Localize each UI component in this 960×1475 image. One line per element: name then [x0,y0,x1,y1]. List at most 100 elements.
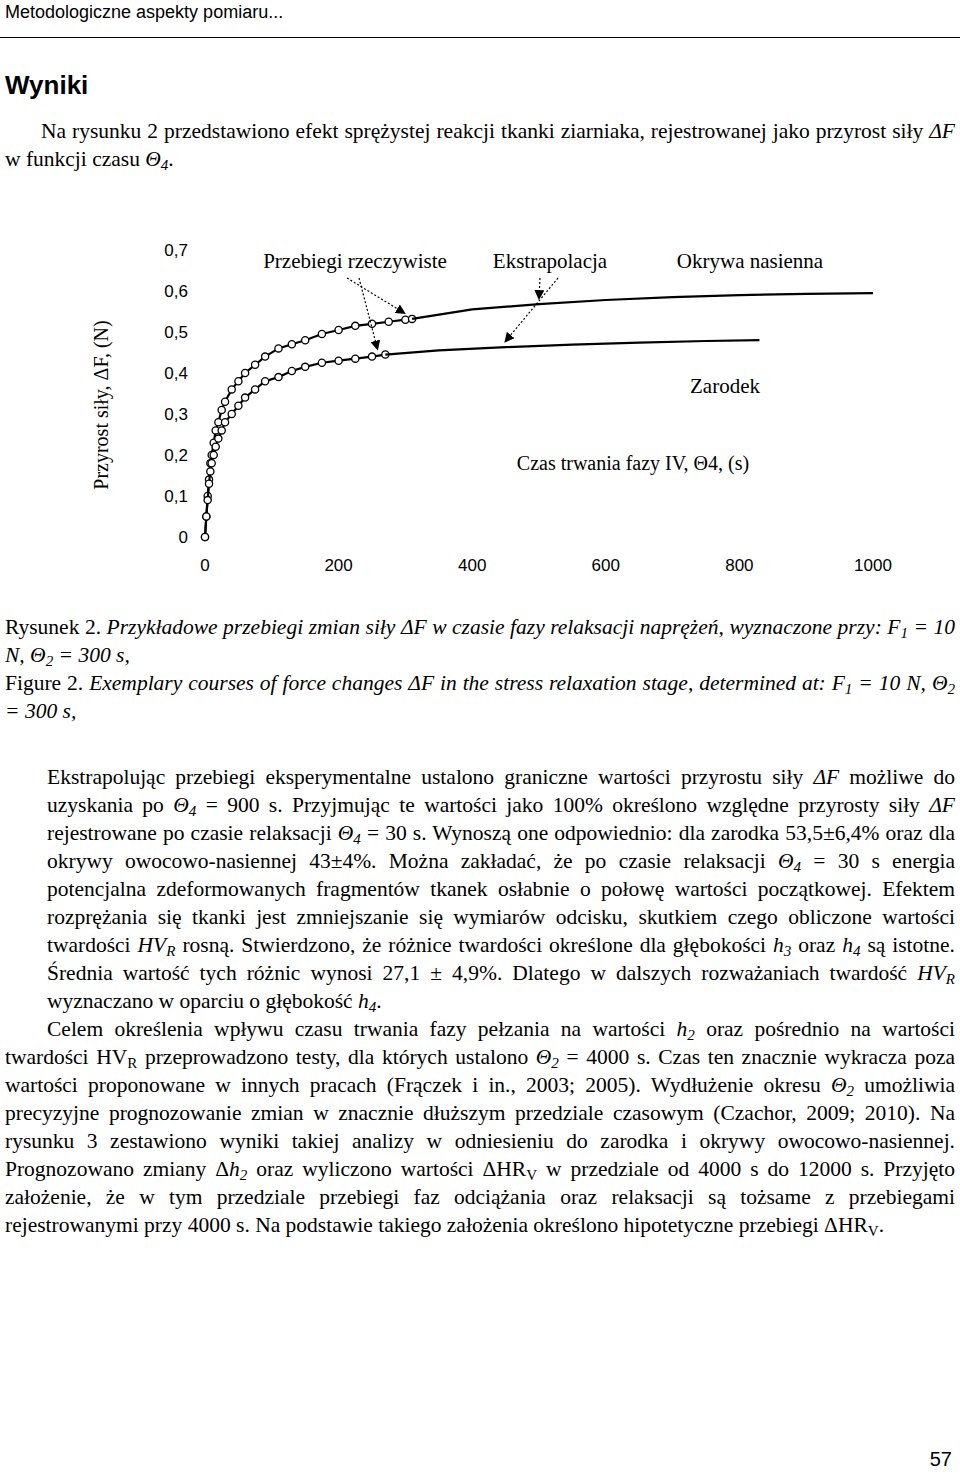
italic-run: Exemplary courses of force changes ΔF in… [89,671,845,695]
annotation-arrow [347,278,404,313]
text-run: = 900 s. Przyjmując te wartości jako 100… [196,793,929,817]
paragraph: Celem określenia wpływu czasu trwania fa… [5,1015,955,1239]
data-point [288,341,295,348]
italic-run: = 300 s, [53,643,130,667]
y-tick-label: 0,6 [164,282,188,301]
x-tick-label: 600 [592,556,620,575]
data-point [335,326,342,333]
italic-run: HV [917,961,946,985]
data-point [275,374,282,381]
data-point [221,419,228,426]
italic-run: Θ [145,147,161,171]
italic-run: R [946,971,955,987]
data-point [241,369,248,376]
data-point [201,533,208,540]
annotation-arrow [539,278,540,298]
subscript: 2 [687,1027,695,1043]
italic-run: HV [138,933,167,957]
subscript: R [127,1055,137,1071]
italic-run: Θ [173,793,189,817]
subscript: 1 [845,681,853,697]
text-run: . [168,147,173,171]
text-run: . [376,989,381,1013]
data-point [203,513,210,520]
italic-run: 3 [784,943,792,959]
italic-run: h [358,989,369,1013]
annotation-arrow [359,278,377,349]
x-tick-label: 1000 [854,556,892,575]
data-point [235,378,242,385]
data-point [205,480,212,487]
italic-run: = 300 s, [5,699,76,723]
italic-run: 2 [847,1083,855,1099]
text-run: Ekstrapolując przebiegi eksperymentalne … [47,765,813,789]
data-point [228,410,235,417]
italic-run: 1 [900,625,908,641]
chart-svg: 00,10,20,30,40,50,60,702004006008001000P… [0,230,960,590]
subscript: 2 [46,653,54,669]
data-point [252,361,259,368]
subscript: 4 [853,943,861,959]
data-point [352,355,359,362]
italic-run: 4 [369,999,377,1015]
caption: Rysunek 2. Przykładowe przebiegi zmian s… [5,613,955,669]
series-label: Okrywa nasienna [677,249,824,273]
data-point [335,357,342,364]
subscript: 1 [900,625,908,641]
italic-run: 2 [240,1167,248,1183]
y-tick-label: 0,3 [164,405,188,424]
text-run: . [879,1213,884,1237]
x-tick-label: 400 [458,556,486,575]
subscript: 4 [369,999,377,1015]
subscript: 2 [847,1083,855,1099]
data-point [302,337,309,344]
page-number: 57 [930,1448,952,1471]
annotation: Przebiegi rzeczywiste [263,249,447,273]
y-tick-label: 0,2 [164,446,188,465]
italic-run: Θ [778,849,794,873]
text-run: rosną. Stwierdzono, że różnice twardości… [175,933,773,957]
running-title: Metodologiczne aspekty pomiaru... [5,2,283,23]
data-point [302,363,309,370]
italic-run: Θ [831,1073,847,1097]
body-text: Ekstrapolując przebiegi eksperymentalne … [5,763,955,1239]
x-tick-label: 200 [324,556,352,575]
data-point [201,533,208,540]
italic-run: 2 [551,1055,559,1071]
italic-run: 4 [794,859,802,875]
italic-run: 2 [46,653,54,669]
subscript: V [868,1223,879,1239]
caption: Figure 2. Exemplary courses of force cha… [5,669,955,725]
y-tick-label: 0,4 [164,364,188,383]
x-tick-label: 800 [725,556,753,575]
italic-run: h [677,1017,688,1041]
y-tick-label: 0,1 [164,487,188,506]
data-point [262,353,269,360]
italic-run: h [773,933,784,957]
data-point [352,322,359,329]
plot-area [201,293,873,541]
data-point [204,497,211,504]
data-point [221,398,228,405]
text-run: rejestrowane po czasie relaksacji [47,821,338,845]
data-point [241,394,248,401]
data-point [212,443,219,450]
subscript: 2 [240,1167,248,1183]
subscript: 4 [794,859,802,875]
subscript: 4 [189,803,197,819]
text-run: w funkcji czasu [5,147,145,171]
data-point [208,460,215,467]
text-run: oraz [791,933,842,957]
subscript: V [526,1167,537,1183]
subscript: 3 [784,943,792,959]
data-point [215,435,222,442]
annotation: Ekstrapolacja [493,249,608,273]
italic-run: R [166,943,175,959]
subscript: R [946,971,955,987]
header-rule [0,37,960,38]
text-run: Celem określenia wpływu czasu trwania fa… [47,1017,677,1041]
subscript: R [166,943,175,959]
page: {"header": {"running_title": "Metodologi… [0,0,960,1475]
italic-run: 4 [161,157,169,173]
data-point [262,378,269,385]
